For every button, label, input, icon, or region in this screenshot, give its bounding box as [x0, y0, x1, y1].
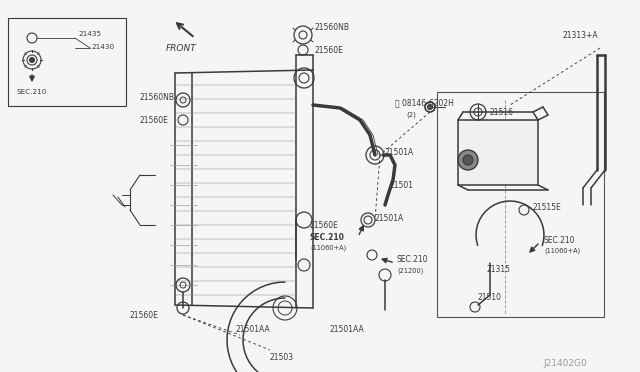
Text: 21516: 21516 — [490, 108, 514, 116]
Circle shape — [29, 58, 35, 62]
Text: J21402G0: J21402G0 — [543, 359, 587, 368]
Text: (21200): (21200) — [397, 268, 424, 274]
Text: 21510: 21510 — [478, 294, 502, 302]
Text: 21501: 21501 — [390, 180, 414, 189]
Text: 21501A: 21501A — [375, 214, 404, 222]
Text: 21501AA: 21501AA — [235, 326, 269, 334]
Text: SEC.210: SEC.210 — [16, 89, 46, 95]
Text: (11060+A): (11060+A) — [544, 248, 580, 254]
Text: 21313+A: 21313+A — [563, 31, 598, 39]
Text: (2): (2) — [406, 112, 416, 118]
Text: SEC.210: SEC.210 — [397, 256, 429, 264]
Circle shape — [463, 155, 473, 165]
Text: (11060+A): (11060+A) — [310, 245, 346, 251]
Text: 21501AA: 21501AA — [330, 326, 365, 334]
Text: 21560E: 21560E — [315, 45, 344, 55]
Circle shape — [458, 150, 478, 170]
Text: 21430: 21430 — [91, 44, 114, 50]
Text: 21560NB: 21560NB — [315, 22, 350, 32]
Text: 21515E: 21515E — [533, 202, 562, 212]
Bar — [437, 92, 604, 317]
Text: SEC.210: SEC.210 — [544, 235, 575, 244]
Text: FRONT: FRONT — [166, 44, 196, 52]
Text: 21503: 21503 — [270, 353, 294, 362]
Text: 21560E: 21560E — [310, 221, 339, 230]
Text: 21560E: 21560E — [140, 115, 169, 125]
Bar — [8, 18, 126, 106]
Bar — [458, 120, 538, 185]
Text: 21315: 21315 — [487, 266, 511, 275]
Text: 21501A: 21501A — [385, 148, 414, 157]
Circle shape — [428, 105, 433, 109]
Text: 21435: 21435 — [78, 31, 101, 37]
Text: 21560E: 21560E — [130, 311, 159, 320]
Text: SEC.210: SEC.210 — [310, 232, 345, 241]
Text: 21560NB: 21560NB — [140, 93, 175, 102]
Text: Ⓑ 08146-6202H: Ⓑ 08146-6202H — [395, 99, 454, 108]
